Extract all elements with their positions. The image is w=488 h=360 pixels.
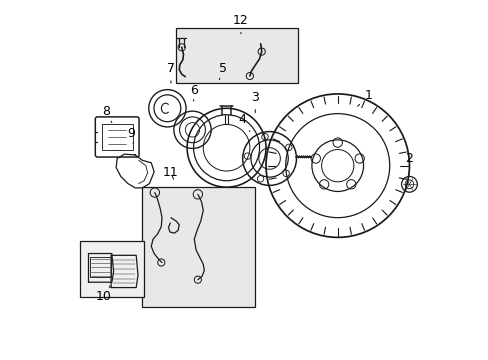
Polygon shape bbox=[142, 187, 255, 307]
Text: 9: 9 bbox=[127, 127, 135, 144]
Text: 2: 2 bbox=[405, 152, 412, 173]
Bar bbox=[102, 125, 132, 149]
Bar bbox=[176, 28, 298, 83]
Text: 11: 11 bbox=[163, 166, 179, 179]
Text: 10: 10 bbox=[96, 286, 112, 303]
Text: 6: 6 bbox=[190, 84, 198, 101]
Text: 5: 5 bbox=[219, 62, 226, 80]
Text: 3: 3 bbox=[251, 91, 259, 113]
Bar bbox=[80, 241, 144, 297]
Text: 8: 8 bbox=[102, 105, 112, 123]
Text: 7: 7 bbox=[166, 62, 175, 83]
Bar bbox=[90, 257, 111, 277]
Text: 1: 1 bbox=[357, 89, 371, 106]
Text: 4: 4 bbox=[238, 113, 249, 132]
Text: 12: 12 bbox=[233, 14, 248, 34]
